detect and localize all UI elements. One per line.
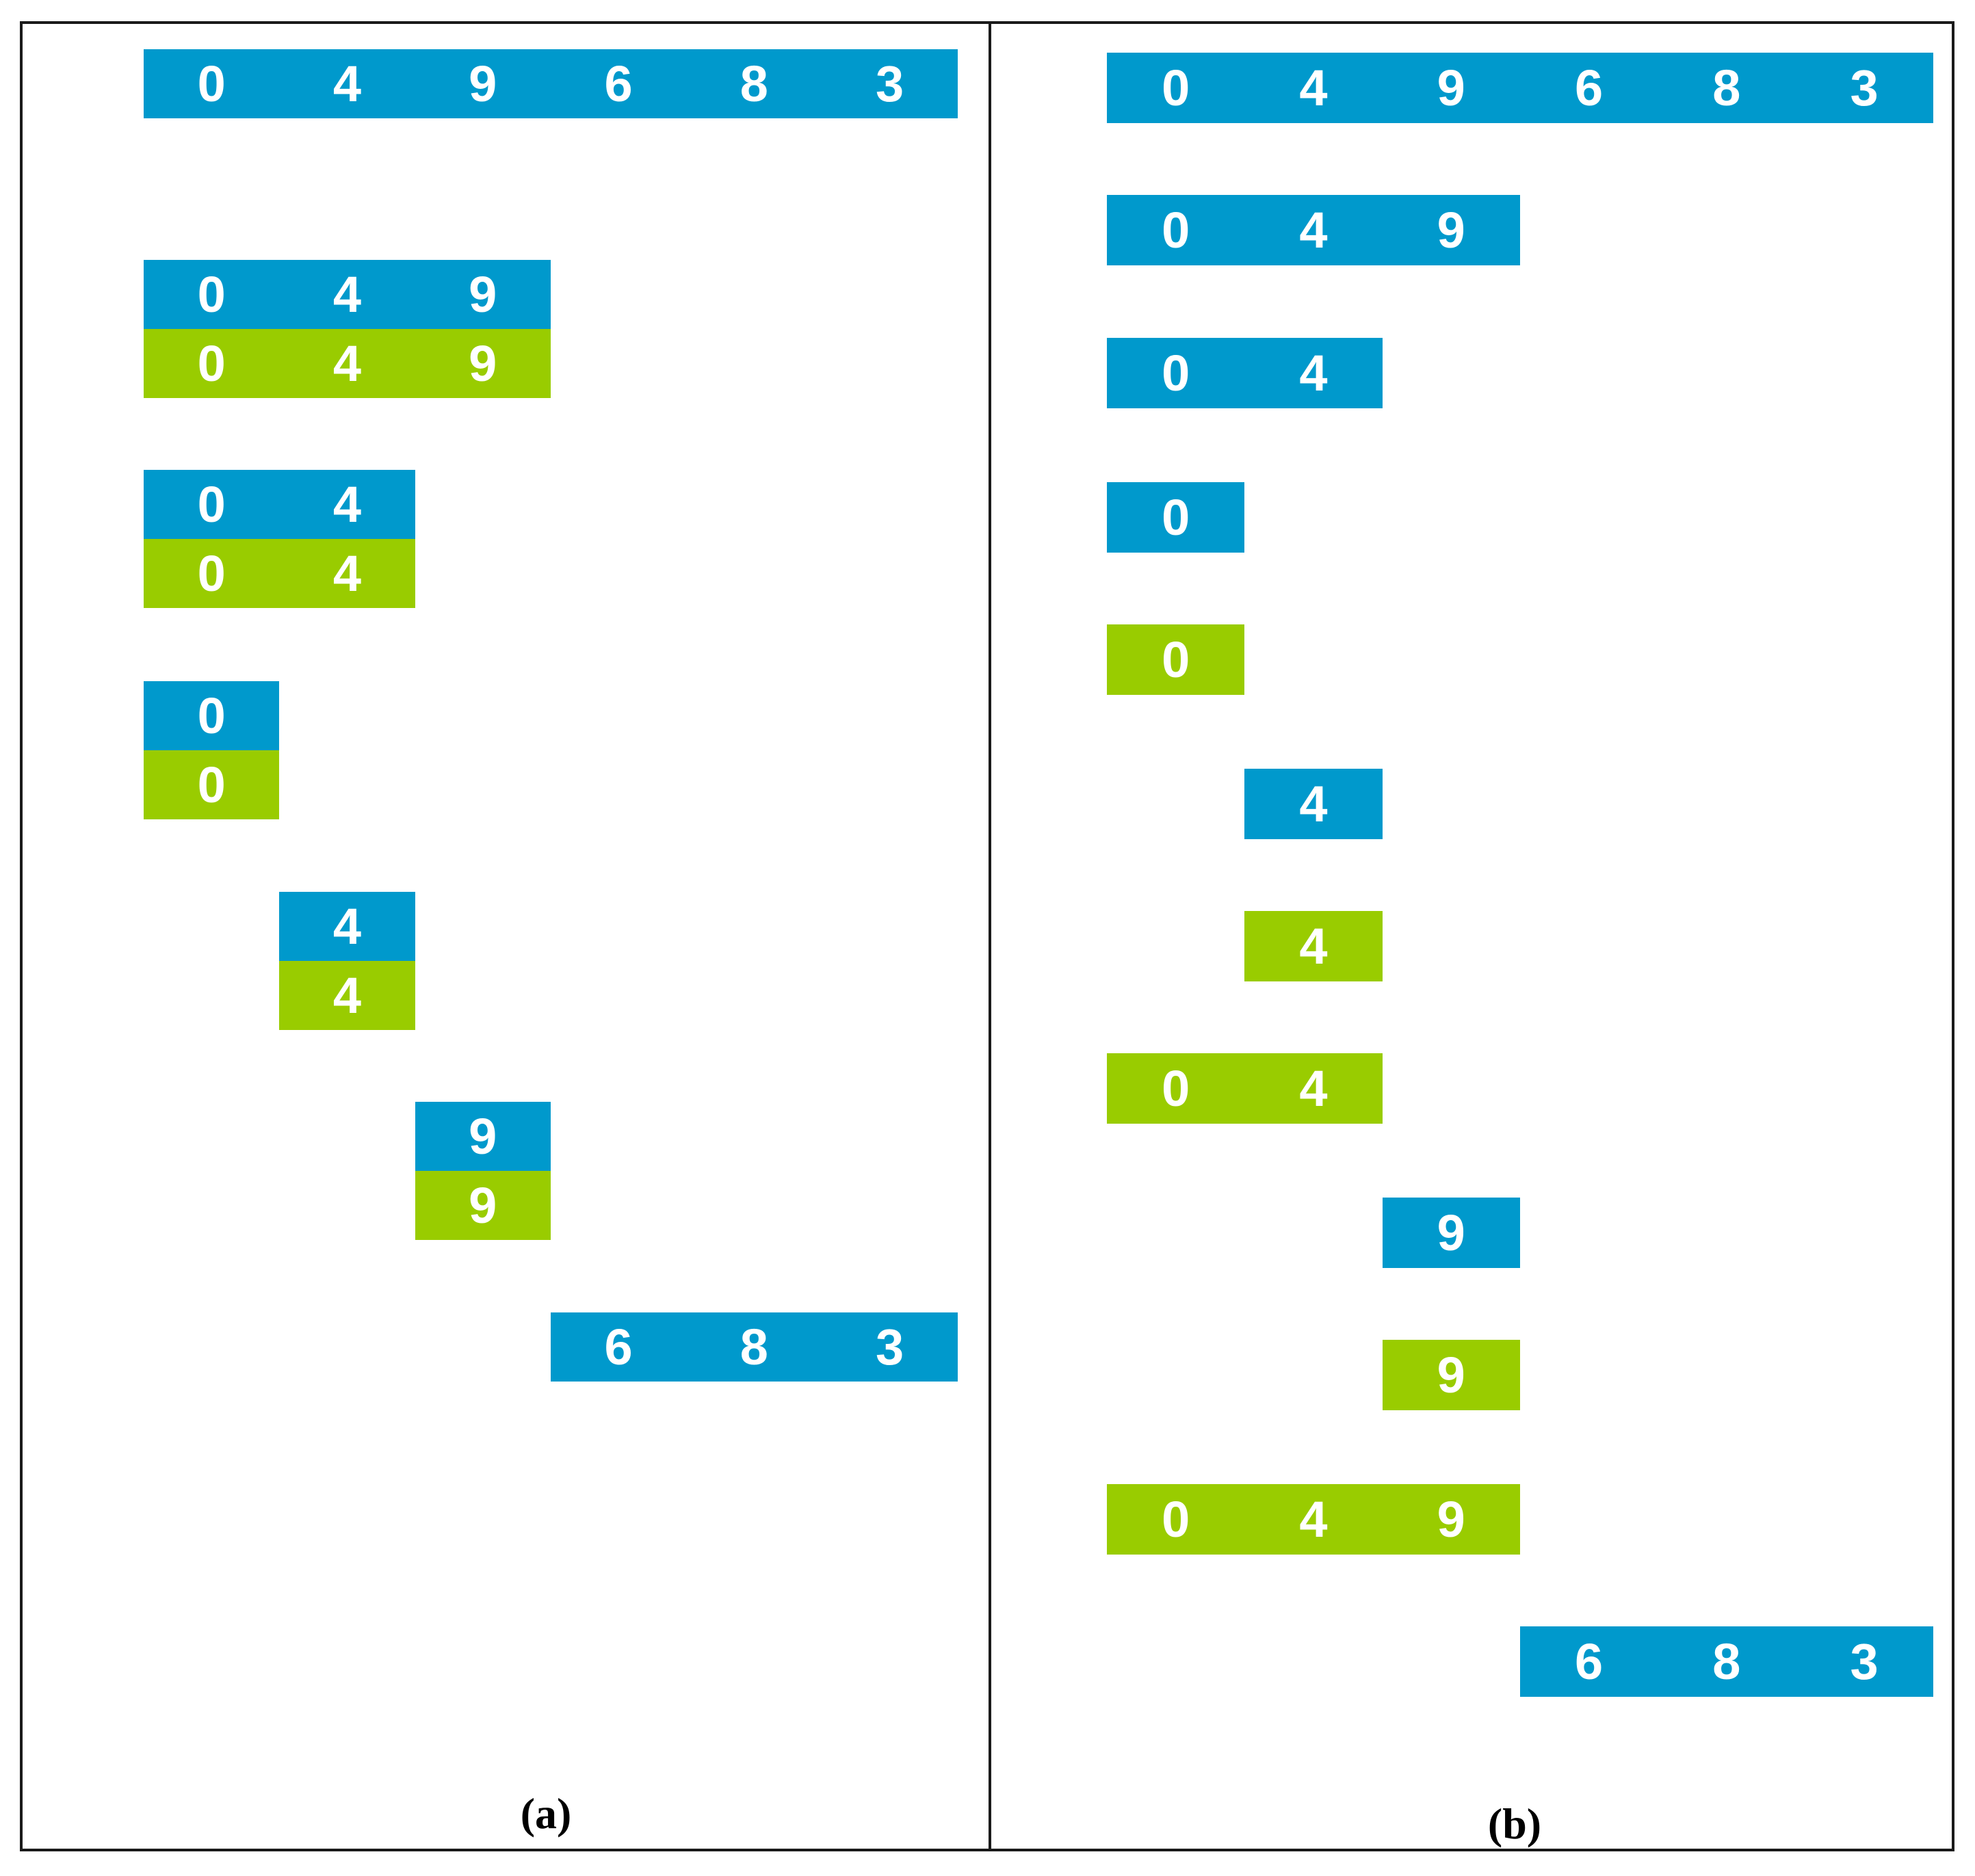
panel-b-bar-9: 9 [1382,1198,1520,1268]
panel-b-bar-1: 0 4 9 6 8 3 [1107,53,1933,123]
digit-label: 4 [1299,918,1328,975]
digit-label: 3 [876,1319,904,1375]
panel-divider [989,21,991,1851]
panel-b-caption: (b) [1487,1799,1542,1848]
panel-a-caption: (a) [520,1789,572,1838]
digit-label: 4 [1299,202,1328,259]
digit-label: 6 [604,55,633,112]
panel-b-bar-2: 0 4 9 [1107,195,1520,265]
digit-label: 0 [197,545,226,602]
digit-label: 8 [740,55,768,112]
digit-label: 4 [1299,776,1328,832]
digit-label: 0 [197,55,226,112]
panel-b-bar-5: 0 [1107,624,1245,695]
digit-label: 0 [197,335,226,392]
digit-label: 3 [1850,60,1879,116]
digit-label: 0 [197,476,226,533]
digit-label: 0 [1162,1060,1190,1117]
digit-label: 9 [1437,1491,1465,1548]
digit-label: 9 [469,55,497,112]
panel-a-bar-7: 0 [144,750,280,819]
digit-label: 9 [469,1108,497,1165]
digit-label: 0 [1162,489,1190,546]
digit-label: 9 [1437,1204,1465,1261]
digit-label: 4 [332,55,362,112]
digit-label: 9 [469,335,497,392]
digit-label: 9 [469,1177,497,1234]
panel-a-bar-3: 0 4 9 [144,329,551,398]
panel-a-bar-1: 0 4 9 6 8 3 [144,49,958,118]
digit-label: 9 [1437,60,1465,116]
digit-label: 3 [876,55,904,112]
digit-label: 6 [1574,1633,1604,1690]
digit-label: 4 [332,898,362,955]
panel-a-bar-6: 0 [144,681,280,750]
digit-label: 0 [1162,631,1190,688]
digit-label: 8 [740,1319,768,1375]
digit-label: 0 [1162,345,1190,401]
panel-a-bar-11: 9 [415,1171,551,1240]
panel-b-bar-6: 4 [1244,769,1383,839]
digit-label: 4 [1299,1491,1328,1548]
panel-a-bar-10: 9 [415,1102,551,1171]
digit-label: 0 [197,756,226,813]
panel-a-bar-8: 4 [279,892,415,961]
digit-label: 4 [332,967,362,1024]
digit-label: 6 [604,1319,633,1375]
digit-label: 9 [1437,1347,1465,1403]
digit-label: 9 [1437,202,1465,259]
digit-label: 9 [469,266,497,323]
digit-label: 4 [1299,1060,1328,1117]
digit-label: 3 [1850,1633,1879,1690]
panel-a-bar-2: 0 4 9 [144,260,551,329]
digit-label: 4 [332,545,362,602]
digit-label: 0 [197,687,226,744]
digit-label: 0 [1162,202,1190,259]
panel-b-bar-12: 6 8 3 [1519,1626,1933,1697]
digit-label: 0 [1162,1491,1190,1548]
digit-label: 8 [1712,1633,1741,1690]
digit-label: 8 [1712,60,1741,116]
panel-b-bar-4: 0 [1107,482,1245,553]
panel-b-bar-10: 9 [1382,1340,1520,1410]
digit-label: 4 [1299,60,1328,116]
digit-label: 4 [332,266,362,323]
panel-a-bar-12: 6 8 3 [550,1312,958,1382]
panel-a-bar-9: 4 [279,961,415,1030]
digit-label: 0 [197,266,226,323]
digit-label: 4 [1299,345,1328,401]
panel-b-bar-7: 4 [1244,911,1383,981]
digit-label: 0 [1162,60,1190,116]
digit-label: 6 [1574,60,1604,116]
digit-label: 4 [332,335,362,392]
digit-label: 4 [332,476,362,533]
panel-b-bar-11: 0 4 9 [1107,1484,1520,1555]
